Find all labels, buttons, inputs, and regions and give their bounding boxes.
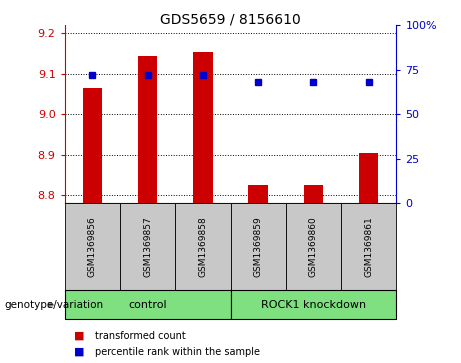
Bar <box>83 88 102 203</box>
Bar <box>304 185 323 203</box>
Text: GSM1369857: GSM1369857 <box>143 216 152 277</box>
Bar <box>120 203 175 290</box>
Text: ■: ■ <box>74 331 84 341</box>
Bar <box>175 203 230 290</box>
Text: GSM1369861: GSM1369861 <box>364 216 373 277</box>
Text: transformed count: transformed count <box>95 331 185 341</box>
Text: GSM1369859: GSM1369859 <box>254 216 263 277</box>
Text: GDS5659 / 8156610: GDS5659 / 8156610 <box>160 13 301 27</box>
Bar <box>359 153 378 203</box>
Bar <box>65 203 120 290</box>
Text: GSM1369856: GSM1369856 <box>88 216 97 277</box>
Text: GSM1369858: GSM1369858 <box>198 216 207 277</box>
Text: GSM1369860: GSM1369860 <box>309 216 318 277</box>
Bar <box>230 203 286 290</box>
Bar <box>138 56 157 203</box>
Text: control: control <box>128 300 167 310</box>
Bar <box>193 52 213 203</box>
Bar <box>65 290 230 319</box>
Bar <box>248 185 268 203</box>
Text: genotype/variation: genotype/variation <box>5 300 104 310</box>
Bar <box>286 203 341 290</box>
Bar <box>230 290 396 319</box>
Text: ■: ■ <box>74 347 84 357</box>
Bar <box>341 203 396 290</box>
Text: percentile rank within the sample: percentile rank within the sample <box>95 347 260 357</box>
Text: ROCK1 knockdown: ROCK1 knockdown <box>261 300 366 310</box>
